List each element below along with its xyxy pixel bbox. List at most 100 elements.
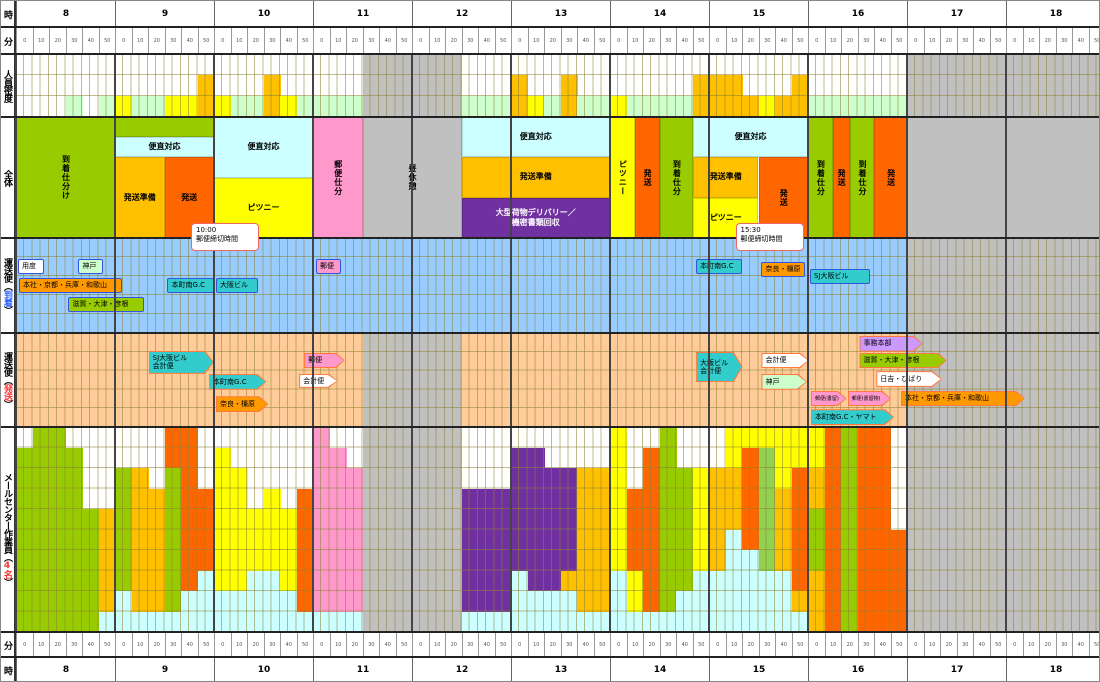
departure-shipment-arrow[interactable]: 郵便(書留物) — [848, 391, 892, 407]
worker-cell — [494, 529, 512, 551]
departure-shipment-arrow[interactable]: 本町南G.C — [209, 374, 266, 390]
departure-shipment-arrow[interactable]: 事務本部 — [859, 336, 922, 352]
minute-header-cell: 50 — [593, 27, 611, 54]
worker-cell — [808, 570, 825, 592]
worker-cell — [478, 488, 495, 510]
arrival-shipment-tag[interactable]: 滋賀・大津・彦根 — [68, 297, 144, 312]
arrival-shipment-tag[interactable]: SJ大阪ビル — [809, 268, 871, 284]
departure-shipment-arrow[interactable]: SJ大阪ビル 会計便 — [149, 351, 214, 374]
density-cell — [445, 75, 462, 96]
departure-shipment-arrow[interactable]: 奈良・橿原 — [216, 396, 268, 412]
worker-cell — [181, 509, 198, 530]
departure-shipment-arrow[interactable]: 郵便 — [304, 353, 345, 369]
worker-cell — [445, 427, 462, 448]
density-cell — [560, 96, 578, 117]
overall-task-block: 発送準備 — [115, 157, 165, 238]
minute-footer-cell: 40 — [874, 632, 891, 657]
worker-cell — [709, 468, 726, 489]
density-cell — [808, 96, 825, 117]
departure-shipment-arrow[interactable]: 本町南G.C・ヤマト — [811, 409, 894, 425]
worker-cell — [841, 447, 858, 469]
worker-cell — [808, 529, 825, 551]
minute-footer-cell: 40 — [478, 632, 495, 657]
hour-footer-cell: 13 — [511, 657, 610, 681]
worker-cell — [181, 570, 198, 592]
arrival-shipment-tag[interactable]: 本町南G.C — [167, 278, 214, 293]
worker-cell — [461, 611, 479, 633]
worker-cell — [659, 468, 677, 489]
worker-cell — [775, 488, 792, 510]
arrival-shipment-tag[interactable]: 用度 — [17, 259, 44, 274]
arrival-shipment-tag[interactable]: 郵便 — [315, 259, 341, 274]
departure-shipment-arrow[interactable]: 本社・京都・兵庫・和歌山 — [901, 391, 1025, 407]
departure-shipment-arrow[interactable]: 大阪ビル 会計便 — [696, 352, 743, 383]
label-text: ） — [2, 305, 12, 314]
departure-shipment-arrow[interactable]: 日吉・ひばり — [876, 371, 941, 387]
worker-cell — [346, 488, 363, 510]
arrival-shipment-tag[interactable]: 奈良・橿原 — [761, 261, 806, 277]
worker-cell — [445, 447, 462, 469]
worker-cell — [824, 550, 842, 571]
worker-cell — [395, 570, 413, 592]
worker-cell — [313, 529, 330, 551]
departure-arrow-label: 会計便 — [300, 375, 337, 387]
worker-cell — [164, 447, 182, 469]
minute-header-cell: 40 — [82, 27, 99, 54]
worker-cell — [412, 468, 429, 489]
worker-cell — [725, 468, 743, 489]
worker-cell — [857, 509, 875, 530]
worker-cell — [412, 427, 429, 448]
minute-footer-cell: 30 — [1055, 632, 1073, 657]
overall-task-block: 発送準備 — [461, 157, 610, 198]
arrival-shipment-tag[interactable]: 本社・京都・兵庫・和歌山 — [18, 278, 122, 293]
worker-cell — [857, 427, 875, 448]
departure-shipment-arrow[interactable]: 滋賀・大津・彦根 — [859, 353, 946, 369]
hour-header-cell: 15 — [709, 1, 808, 27]
worker-cell — [164, 509, 182, 530]
worker-cell — [742, 529, 759, 551]
departure-shipment-arrow[interactable]: 会計便 — [761, 353, 809, 369]
worker-cell — [478, 591, 495, 612]
arrival-shipment-tag[interactable]: 神戸 — [78, 259, 104, 274]
minute-footer-cell: 40 — [1072, 632, 1089, 657]
worker-cell — [346, 611, 363, 633]
worker-cell — [527, 591, 545, 612]
arrival-shipment-tag[interactable]: 大阪ビル — [215, 278, 258, 293]
worker-cell — [890, 529, 908, 551]
worker-cell — [758, 529, 776, 551]
worker-cell — [808, 611, 825, 633]
hour-footer-cell: 11 — [313, 657, 412, 681]
worker-cell — [808, 488, 825, 510]
density-cell — [263, 75, 281, 96]
density-cell — [610, 96, 627, 117]
worker-cell — [148, 550, 165, 571]
arrival-shipment-tag[interactable]: 本町南G.C — [696, 259, 742, 274]
worker-cell — [560, 570, 578, 592]
worker-cell — [527, 468, 545, 489]
worker-cell — [841, 591, 858, 612]
worker-cell — [280, 611, 297, 633]
worker-cell — [280, 591, 297, 612]
density-cell — [791, 96, 809, 117]
worker-cell — [428, 509, 446, 530]
worker-cell — [725, 447, 743, 469]
worker-cell — [82, 570, 99, 592]
hour-header-cell: 16 — [808, 1, 907, 27]
departure-shipment-arrow[interactable]: 神戸 — [761, 374, 807, 390]
minute-header-cell: 20 — [643, 27, 660, 54]
density-cell — [676, 96, 693, 117]
worker-cell — [725, 591, 743, 612]
worker-cell — [593, 591, 611, 612]
worker-cell — [445, 468, 462, 489]
worker-cell — [65, 550, 83, 571]
label-text: ） — [2, 578, 12, 586]
density-cell — [709, 96, 726, 117]
minute-header-cell: 20 — [49, 27, 66, 54]
worker-cell — [560, 529, 578, 551]
minute-header-cell: 50 — [395, 27, 413, 54]
minute-footer-cell: 30 — [461, 632, 479, 657]
minute-header-cell: 0 — [412, 27, 429, 54]
departure-shipment-arrow[interactable]: 郵便(書留) — [811, 391, 847, 407]
worker-cell — [874, 509, 891, 530]
worker-cell — [692, 509, 710, 530]
